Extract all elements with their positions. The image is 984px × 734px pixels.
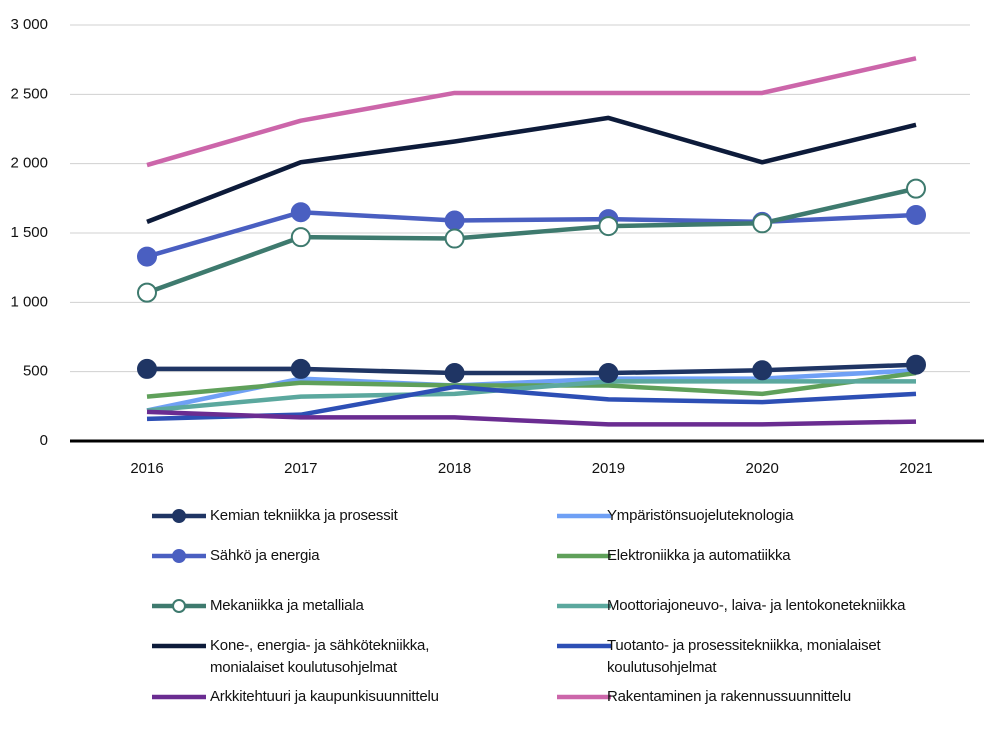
x-tick-label: 2016 [130,460,163,477]
legend-label: Tuotanto- ja prosessitekniikka, monialai… [607,637,881,676]
series-line [146,186,917,295]
marker [290,227,311,248]
y-tick-label: 500 [23,363,48,380]
legend-label: Kemian tekniikka ja prosessit [210,507,398,524]
marker [444,210,465,231]
marker [290,202,311,223]
marker [598,216,619,237]
marker [906,178,926,199]
legend-swatch [557,553,611,559]
series-line [146,409,917,427]
series-line [146,115,917,225]
marker [137,246,157,267]
marker [290,358,311,379]
legend-marker [172,549,186,563]
y-tick-label: 2 000 [10,155,48,172]
legend-marker [172,509,186,523]
y-tick-label: 3 000 [10,16,48,33]
series-line [146,209,917,259]
legend-swatch [152,694,206,700]
series-line [147,362,917,376]
legend-label: Rakentaminen ja rakennussuunnittelu [607,688,851,705]
marker [906,204,926,225]
x-tick-label: 2020 [746,460,779,477]
marker [598,363,619,384]
legend-swatch [557,603,611,609]
marker [444,228,465,249]
legend-swatch [557,694,611,700]
legend-label: Moottoriajoneuvo-, laiva- ja lentokonete… [607,597,906,614]
x-tick-label: 2019 [592,460,625,477]
legend-label: Elektroniikka ja automatiikka [607,547,791,564]
series-line [146,56,917,168]
series-line [146,379,916,413]
legend-swatch [152,643,206,649]
legend-swatch [557,643,611,649]
x-tick-label: 2018 [438,460,471,477]
legend-swatch [152,549,206,563]
legend-swatch [557,513,611,519]
y-tick-label: 1 000 [10,293,48,310]
legend-label: Ympäristönsuojeluteknologia [607,507,794,524]
marker [906,354,926,375]
marker [444,363,465,384]
legend-swatch [152,509,206,523]
marker [137,358,157,379]
legend-marker [172,599,186,613]
y-tick-label: 0 [40,432,48,449]
legend-label: Sähkö ja energia [210,547,320,564]
legend-label: Arkkitehtuuri ja kaupunkisuunnittelu [210,688,439,705]
legend-label: Mekaniikka ja metalliala [210,597,364,614]
marker [752,213,773,234]
x-tick-label: 2021 [899,460,932,477]
marker [137,282,157,303]
y-tick-label: 1 500 [10,224,48,241]
marker [752,360,773,381]
x-tick-label: 2017 [284,460,317,477]
chart: 0 500 1 000 1 500 2 000 2 500 3 000 2016 2017 201… [10,16,984,477]
y-tick-label: 2 500 [10,85,48,102]
legend-swatch [152,599,206,613]
legend-label: Kone-, energia- ja sähkötekniikka, monia… [210,637,430,676]
